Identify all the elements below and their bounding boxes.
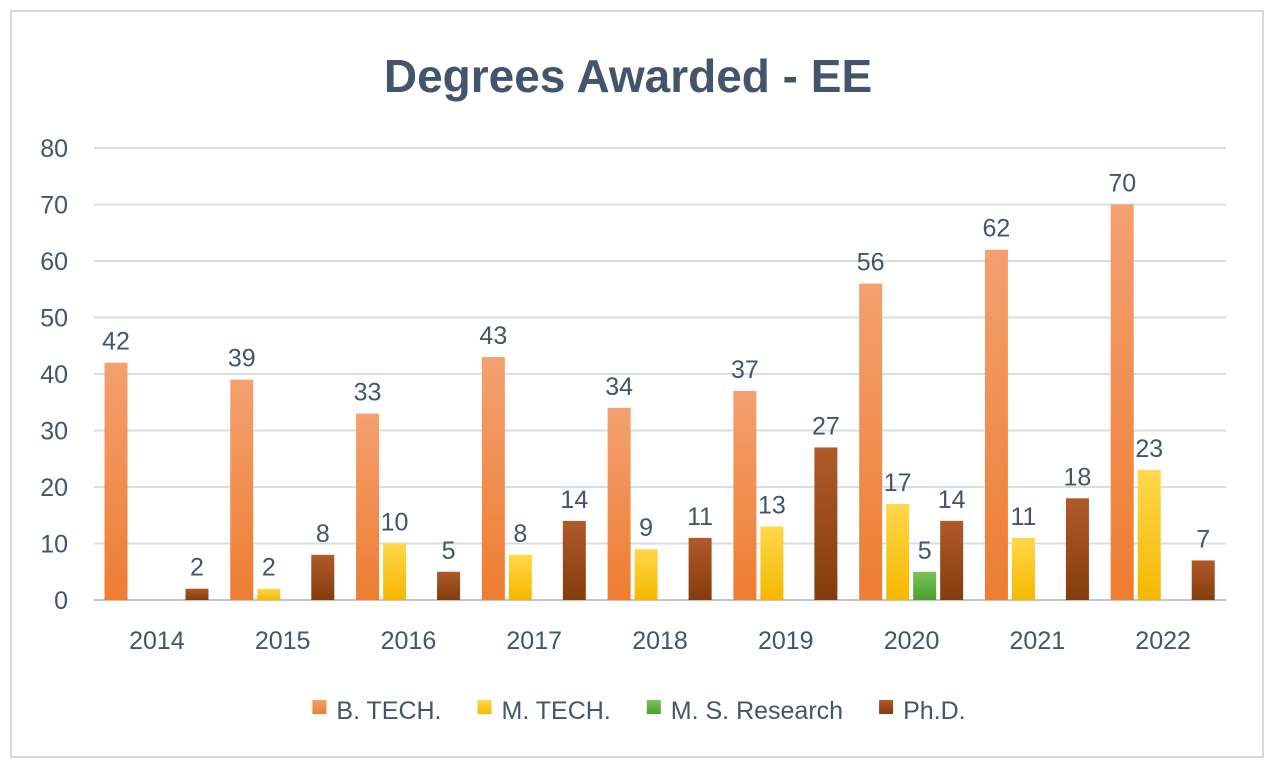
data-label: 13: [758, 492, 786, 520]
bar-chart: Degrees Awarded - EE 0 10 20 30 40 50 60 70 80 4…: [40, 50, 1226, 725]
chart-title: Degrees Awarded - EE: [384, 50, 872, 102]
bar: [185, 588, 209, 600]
x-tick-label: 2022: [1135, 627, 1191, 655]
chart-frame: Degrees Awarded - EE 0 10 20 30 40 50 60 70 80 4…: [10, 10, 1264, 758]
legend-swatch: [879, 700, 894, 714]
legend-label: Ph.D.: [903, 697, 966, 725]
data-label: 42: [102, 328, 130, 356]
bar: [1110, 204, 1134, 600]
legend-swatch: [477, 700, 492, 714]
bar: [356, 413, 380, 600]
data-label: 56: [857, 249, 885, 277]
data-label: 2: [190, 554, 204, 582]
data-label: 7: [1196, 525, 1210, 553]
bar: [760, 526, 784, 600]
bar: [562, 520, 586, 600]
bar: [383, 543, 407, 600]
legend-item: M. S. Research: [646, 697, 843, 725]
bar: [733, 390, 757, 600]
bar: [104, 362, 128, 600]
bar: [508, 554, 532, 600]
data-label: 27: [812, 412, 840, 440]
data-label: 18: [1064, 463, 1092, 491]
legend-item: Ph.D.: [879, 697, 966, 725]
y-tick-label: 10: [40, 531, 68, 559]
legend-item: M. TECH.: [477, 697, 611, 725]
data-label: 34: [605, 373, 633, 401]
legend-swatch: [312, 700, 327, 714]
bar: [688, 537, 712, 600]
bar: [607, 407, 631, 600]
bar: [230, 379, 254, 600]
data-label: 9: [639, 514, 653, 542]
bar: [1137, 470, 1161, 600]
x-tick-label: 2014: [129, 627, 185, 655]
y-tick-label: 20: [40, 474, 68, 502]
bar: [1011, 537, 1035, 600]
data-label: 23: [1135, 435, 1163, 463]
bar: [634, 549, 658, 600]
bar: [437, 571, 461, 600]
bar: [984, 249, 1008, 600]
data-label: 8: [316, 520, 330, 548]
legend-item: B. TECH.: [312, 697, 442, 725]
data-label: 14: [938, 486, 966, 514]
bar: [257, 588, 281, 600]
x-tick-label: 2018: [632, 627, 688, 655]
y-tick-label: 40: [40, 361, 68, 389]
data-label: 62: [983, 215, 1011, 243]
data-label: 10: [381, 509, 409, 537]
data-label: 14: [560, 486, 588, 514]
x-axis-ticks: 2014 2015 2016 2017 2018 2019 2020 2021 2022: [129, 627, 1191, 655]
x-tick-label: 2020: [884, 627, 940, 655]
bars: [104, 204, 1215, 600]
y-tick-label: 80: [40, 135, 68, 163]
legend-label: M. TECH.: [502, 697, 611, 725]
data-label: 70: [1108, 170, 1136, 198]
legend-label: B. TECH.: [336, 697, 441, 725]
data-label: 37: [731, 356, 759, 384]
data-label: 43: [479, 322, 507, 350]
data-label: 5: [442, 537, 456, 565]
data-label: 17: [884, 469, 912, 497]
data-label: 11: [687, 503, 713, 531]
bar: [859, 283, 883, 600]
y-tick-label: 30: [40, 418, 68, 446]
x-tick-label: 2017: [506, 627, 562, 655]
data-label: 33: [354, 379, 382, 407]
bar: [1191, 560, 1215, 600]
x-tick-label: 2019: [758, 627, 814, 655]
legend-swatch: [646, 700, 661, 714]
bar: [481, 357, 505, 600]
data-label: 5: [918, 537, 932, 565]
data-label: 2: [262, 554, 276, 582]
y-tick-label: 60: [40, 248, 68, 276]
bar: [940, 520, 964, 600]
bar: [311, 554, 335, 600]
bar: [814, 447, 838, 600]
x-tick-label: 2021: [1010, 627, 1066, 655]
bar: [886, 503, 910, 600]
x-tick-label: 2015: [255, 627, 311, 655]
data-label: 8: [513, 520, 527, 548]
legend: B. TECH. M. TECH. M. S. Research Ph.D.: [312, 697, 966, 725]
gridlines: [94, 147, 1226, 601]
data-label: 39: [228, 345, 256, 373]
data-label: 11: [1010, 503, 1036, 531]
x-tick-label: 2016: [381, 627, 437, 655]
y-axis-ticks: 0 10 20 30 40 50 60 70 80: [40, 135, 68, 615]
y-tick-label: 70: [40, 192, 68, 220]
y-tick-label: 50: [40, 305, 68, 333]
bar: [1065, 498, 1089, 600]
y-tick-label: 0: [54, 587, 68, 615]
legend-label: M. S. Research: [671, 697, 843, 725]
bar: [913, 571, 937, 600]
